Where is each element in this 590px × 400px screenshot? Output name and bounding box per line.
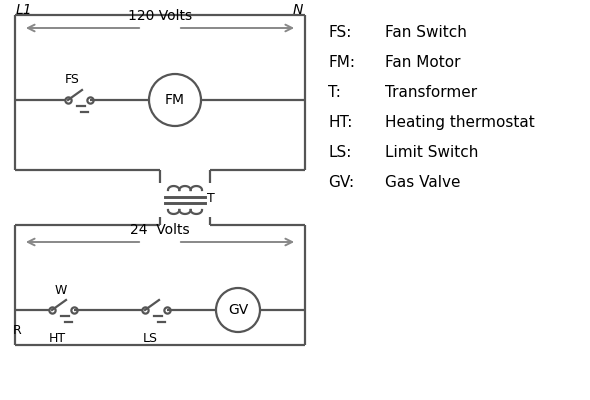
Text: L1: L1 xyxy=(16,3,32,17)
Text: GV: GV xyxy=(228,303,248,317)
Text: LS: LS xyxy=(143,332,158,345)
Text: Heating thermostat: Heating thermostat xyxy=(385,115,535,130)
Text: GV:: GV: xyxy=(328,175,354,190)
Text: T: T xyxy=(207,192,215,204)
Text: FM:: FM: xyxy=(328,55,355,70)
Text: 120 Volts: 120 Volts xyxy=(128,9,192,23)
Text: FM: FM xyxy=(165,93,185,107)
Text: Transformer: Transformer xyxy=(385,85,477,100)
Text: HT: HT xyxy=(48,332,65,345)
Text: HT:: HT: xyxy=(328,115,352,130)
Text: T:: T: xyxy=(328,85,341,100)
Text: Gas Valve: Gas Valve xyxy=(385,175,461,190)
Text: Fan Motor: Fan Motor xyxy=(385,55,461,70)
Text: FS: FS xyxy=(64,73,80,86)
Text: W: W xyxy=(55,284,67,297)
Text: 24  Volts: 24 Volts xyxy=(130,223,190,237)
Text: Limit Switch: Limit Switch xyxy=(385,145,478,160)
Text: R: R xyxy=(12,324,21,337)
Text: Fan Switch: Fan Switch xyxy=(385,25,467,40)
Text: FS:: FS: xyxy=(328,25,352,40)
Text: N: N xyxy=(293,3,303,17)
Text: LS:: LS: xyxy=(328,145,352,160)
